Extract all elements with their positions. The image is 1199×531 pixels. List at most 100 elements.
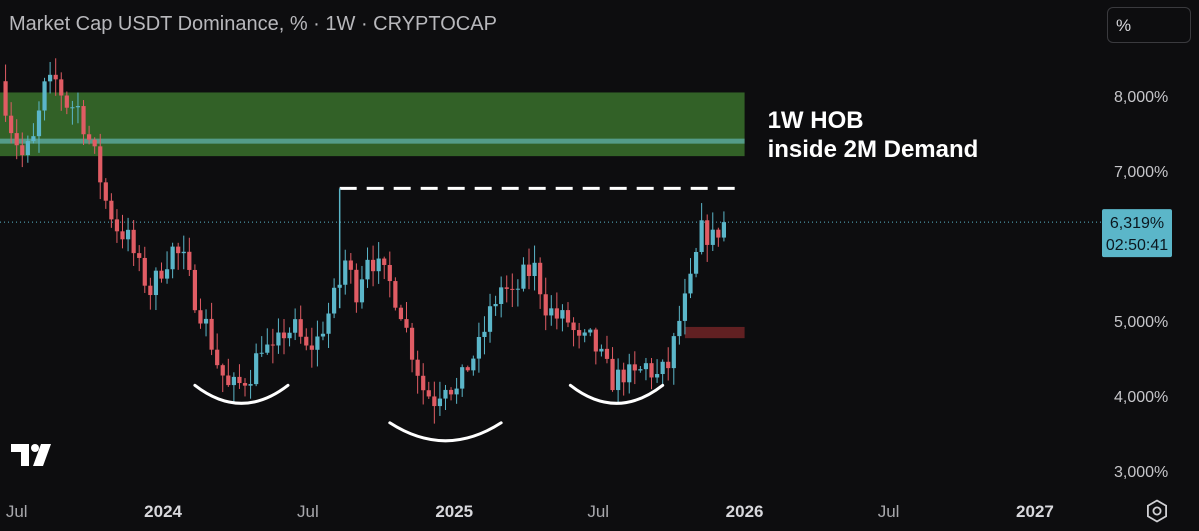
candle-body: [359, 279, 365, 303]
candle-body: [159, 270, 164, 279]
candle-body: [660, 361, 665, 375]
candle-body: [616, 369, 621, 391]
candle-body: [370, 259, 376, 272]
candle-body: [649, 363, 654, 378]
y-tick-label: 7,000%: [1114, 164, 1168, 181]
candle-body: [36, 110, 42, 137]
candle-body: [538, 262, 543, 295]
bottom-arc-3: [568, 383, 665, 405]
annotation-text: 1W HOB: [768, 107, 864, 134]
y-tick-label: 5,000%: [1114, 314, 1168, 331]
candle-body: [287, 332, 292, 339]
candle-body: [176, 246, 181, 254]
candle-body: [693, 251, 699, 274]
candle-body: [237, 376, 242, 384]
candle-body: [560, 310, 565, 319]
candle-body: [343, 260, 348, 285]
candle-body: [432, 396, 437, 407]
candle-body: [421, 375, 426, 391]
candle-body: [220, 365, 225, 376]
candle-body: [242, 383, 248, 386]
tradingview-logo-icon[interactable]: [11, 444, 57, 471]
candle-body: [510, 288, 515, 290]
candle-body: [716, 229, 721, 238]
candle-body: [293, 319, 298, 333]
candle-body: [120, 231, 125, 240]
candle-body: [426, 390, 431, 397]
price-label-countdown: 02:50:41: [1106, 237, 1168, 254]
candle-body: [203, 318, 209, 324]
candle-body: [482, 331, 487, 337]
candle-body: [276, 332, 281, 346]
candle-body: [31, 136, 36, 142]
candle-body: [298, 319, 303, 337]
candle-body: [3, 81, 8, 116]
candle-body: [504, 287, 509, 289]
unit-toggle-button[interactable]: %: [1107, 7, 1191, 43]
candle-body: [588, 329, 593, 333]
candle-body: [131, 229, 136, 254]
candle-body: [248, 384, 253, 386]
candle-body: [137, 253, 142, 258]
candle-body: [387, 264, 392, 282]
candle-body: [215, 349, 220, 366]
candle-body: [42, 81, 47, 111]
candle-body: [493, 303, 498, 307]
candle-body: [515, 288, 520, 290]
candle-body: [187, 251, 192, 270]
candle-body: [654, 374, 660, 378]
candle-body: [9, 115, 14, 134]
bottom-arc-2: [388, 421, 503, 443]
candle-body: [671, 336, 676, 369]
candle-body: [226, 375, 231, 386]
candle-body: [393, 281, 398, 308]
x-tick-label: Jul: [878, 502, 900, 521]
y-tick-label: 3,000%: [1114, 464, 1168, 481]
candle-body: [20, 145, 25, 156]
candle-body: [382, 258, 387, 265]
candle-body: [59, 79, 64, 96]
candle-body: [499, 287, 504, 304]
candle-body: [81, 106, 86, 135]
candle-body: [109, 200, 114, 220]
price-label-box: [1102, 209, 1172, 258]
candle-body: [14, 133, 19, 146]
candle-body: [86, 134, 92, 140]
x-tick-label: Jul: [6, 502, 28, 521]
chart-title: Market Cap USDT Dominance, % · 1W · CRYP…: [9, 13, 497, 35]
candle-body: [125, 229, 131, 240]
candle-body: [192, 269, 197, 311]
candle-body: [627, 364, 632, 383]
candle-body: [170, 246, 175, 270]
candle-body: [142, 257, 147, 286]
candle-body: [70, 107, 75, 109]
candle-body: [677, 320, 682, 337]
candle-body: [604, 348, 610, 359]
candle-body: [75, 106, 81, 108]
candle-body: [48, 74, 53, 82]
y-tick-label: 8,000%: [1114, 89, 1168, 106]
zone-supply_small: [684, 326, 745, 339]
candle-body: [315, 336, 320, 350]
candle-body: [599, 348, 604, 352]
candle-body: [643, 363, 649, 370]
candle-body: [281, 332, 287, 339]
settings-gear-icon[interactable]: [1145, 499, 1169, 528]
candle-body: [270, 344, 275, 346]
candle-body: [454, 388, 459, 395]
price-label-value: 6,319%: [1110, 215, 1164, 232]
candle-body: [265, 344, 270, 353]
zone-demand: [0, 92, 745, 157]
x-tick-label: 2026: [726, 502, 764, 521]
candle-body: [577, 330, 582, 336]
candle-body: [365, 259, 370, 280]
candle-body: [460, 367, 465, 389]
candle-body: [465, 367, 470, 371]
candle-body: [666, 361, 671, 369]
candle-body: [254, 353, 259, 385]
candle-body: [148, 285, 153, 296]
candle-body: [571, 322, 576, 331]
candle-body: [476, 336, 481, 359]
candle-body: [64, 95, 69, 108]
